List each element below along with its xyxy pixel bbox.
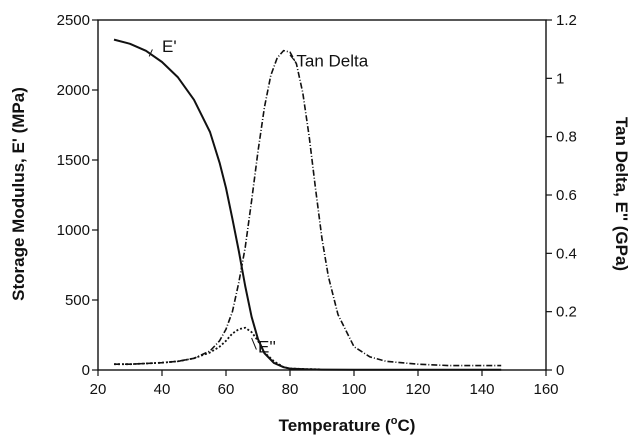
x-tick-label: 80 <box>282 381 299 398</box>
plot-area-border <box>97 19 547 371</box>
annotation-leader-2 <box>251 337 257 350</box>
y-left-tick-label: 0 <box>82 362 90 379</box>
y-left-axis-ticks: 0 500 1000 1500 2000 2500 <box>57 12 98 379</box>
series-line-0 <box>113 38 502 371</box>
annotation-leader-1 <box>289 54 296 62</box>
y-right-tick-label: 0.8 <box>556 129 577 146</box>
y-left-tick-label: 500 <box>65 292 90 309</box>
x-tick-label: 120 <box>405 381 430 398</box>
y-left-tick-label: 2000 <box>57 82 90 99</box>
plot-frame <box>97 19 547 371</box>
y-right-tick-label: 0.6 <box>556 187 577 204</box>
y-right-tick-label: 1 <box>556 70 564 87</box>
x-tick-label: 40 <box>154 381 171 398</box>
series-layer <box>113 38 502 371</box>
annotation-layer: E' Tan Delta E'' <box>148 37 369 357</box>
y-left-tick-label: 2500 <box>57 12 90 29</box>
y-left-tick-label: 1000 <box>57 222 90 239</box>
y-right-axis-title: Tan Delta, E'' (GPa) <box>612 117 631 271</box>
x-tick-label: 160 <box>533 381 558 398</box>
y-right-tick-label: 0 <box>556 362 564 379</box>
x-axis-title: Temperature (oC) <box>279 415 416 435</box>
x-tick-label: 140 <box>469 381 494 398</box>
series-line-2 <box>114 326 323 371</box>
y-left-tick-label: 1500 <box>57 152 90 169</box>
x-axis-ticks: 20 40 60 80 100 120 140 160 <box>90 370 559 398</box>
x-tick-label: 60 <box>218 381 235 398</box>
x-tick-label: 20 <box>90 381 107 398</box>
y-right-tick-label: 0.4 <box>556 245 577 262</box>
y-right-axis-ticks: 0 0.2 0.4 0.6 0.8 1 1.2 <box>546 12 577 379</box>
annotation-label-1: Tan Delta <box>296 52 368 71</box>
annotation-leader-0 <box>148 49 153 57</box>
x-tick-label: 100 <box>341 381 366 398</box>
annotation-label-0: E' <box>162 37 177 56</box>
x-axis-title-degree: o <box>391 415 398 427</box>
y-right-tick-label: 1.2 <box>556 12 577 29</box>
series-line-1 <box>114 49 502 367</box>
y-right-tick-label: 0.2 <box>556 304 577 321</box>
y-left-axis-title: Storage Modulus, E' (MPa) <box>9 87 28 301</box>
annotation-label-2: E'' <box>258 338 276 357</box>
